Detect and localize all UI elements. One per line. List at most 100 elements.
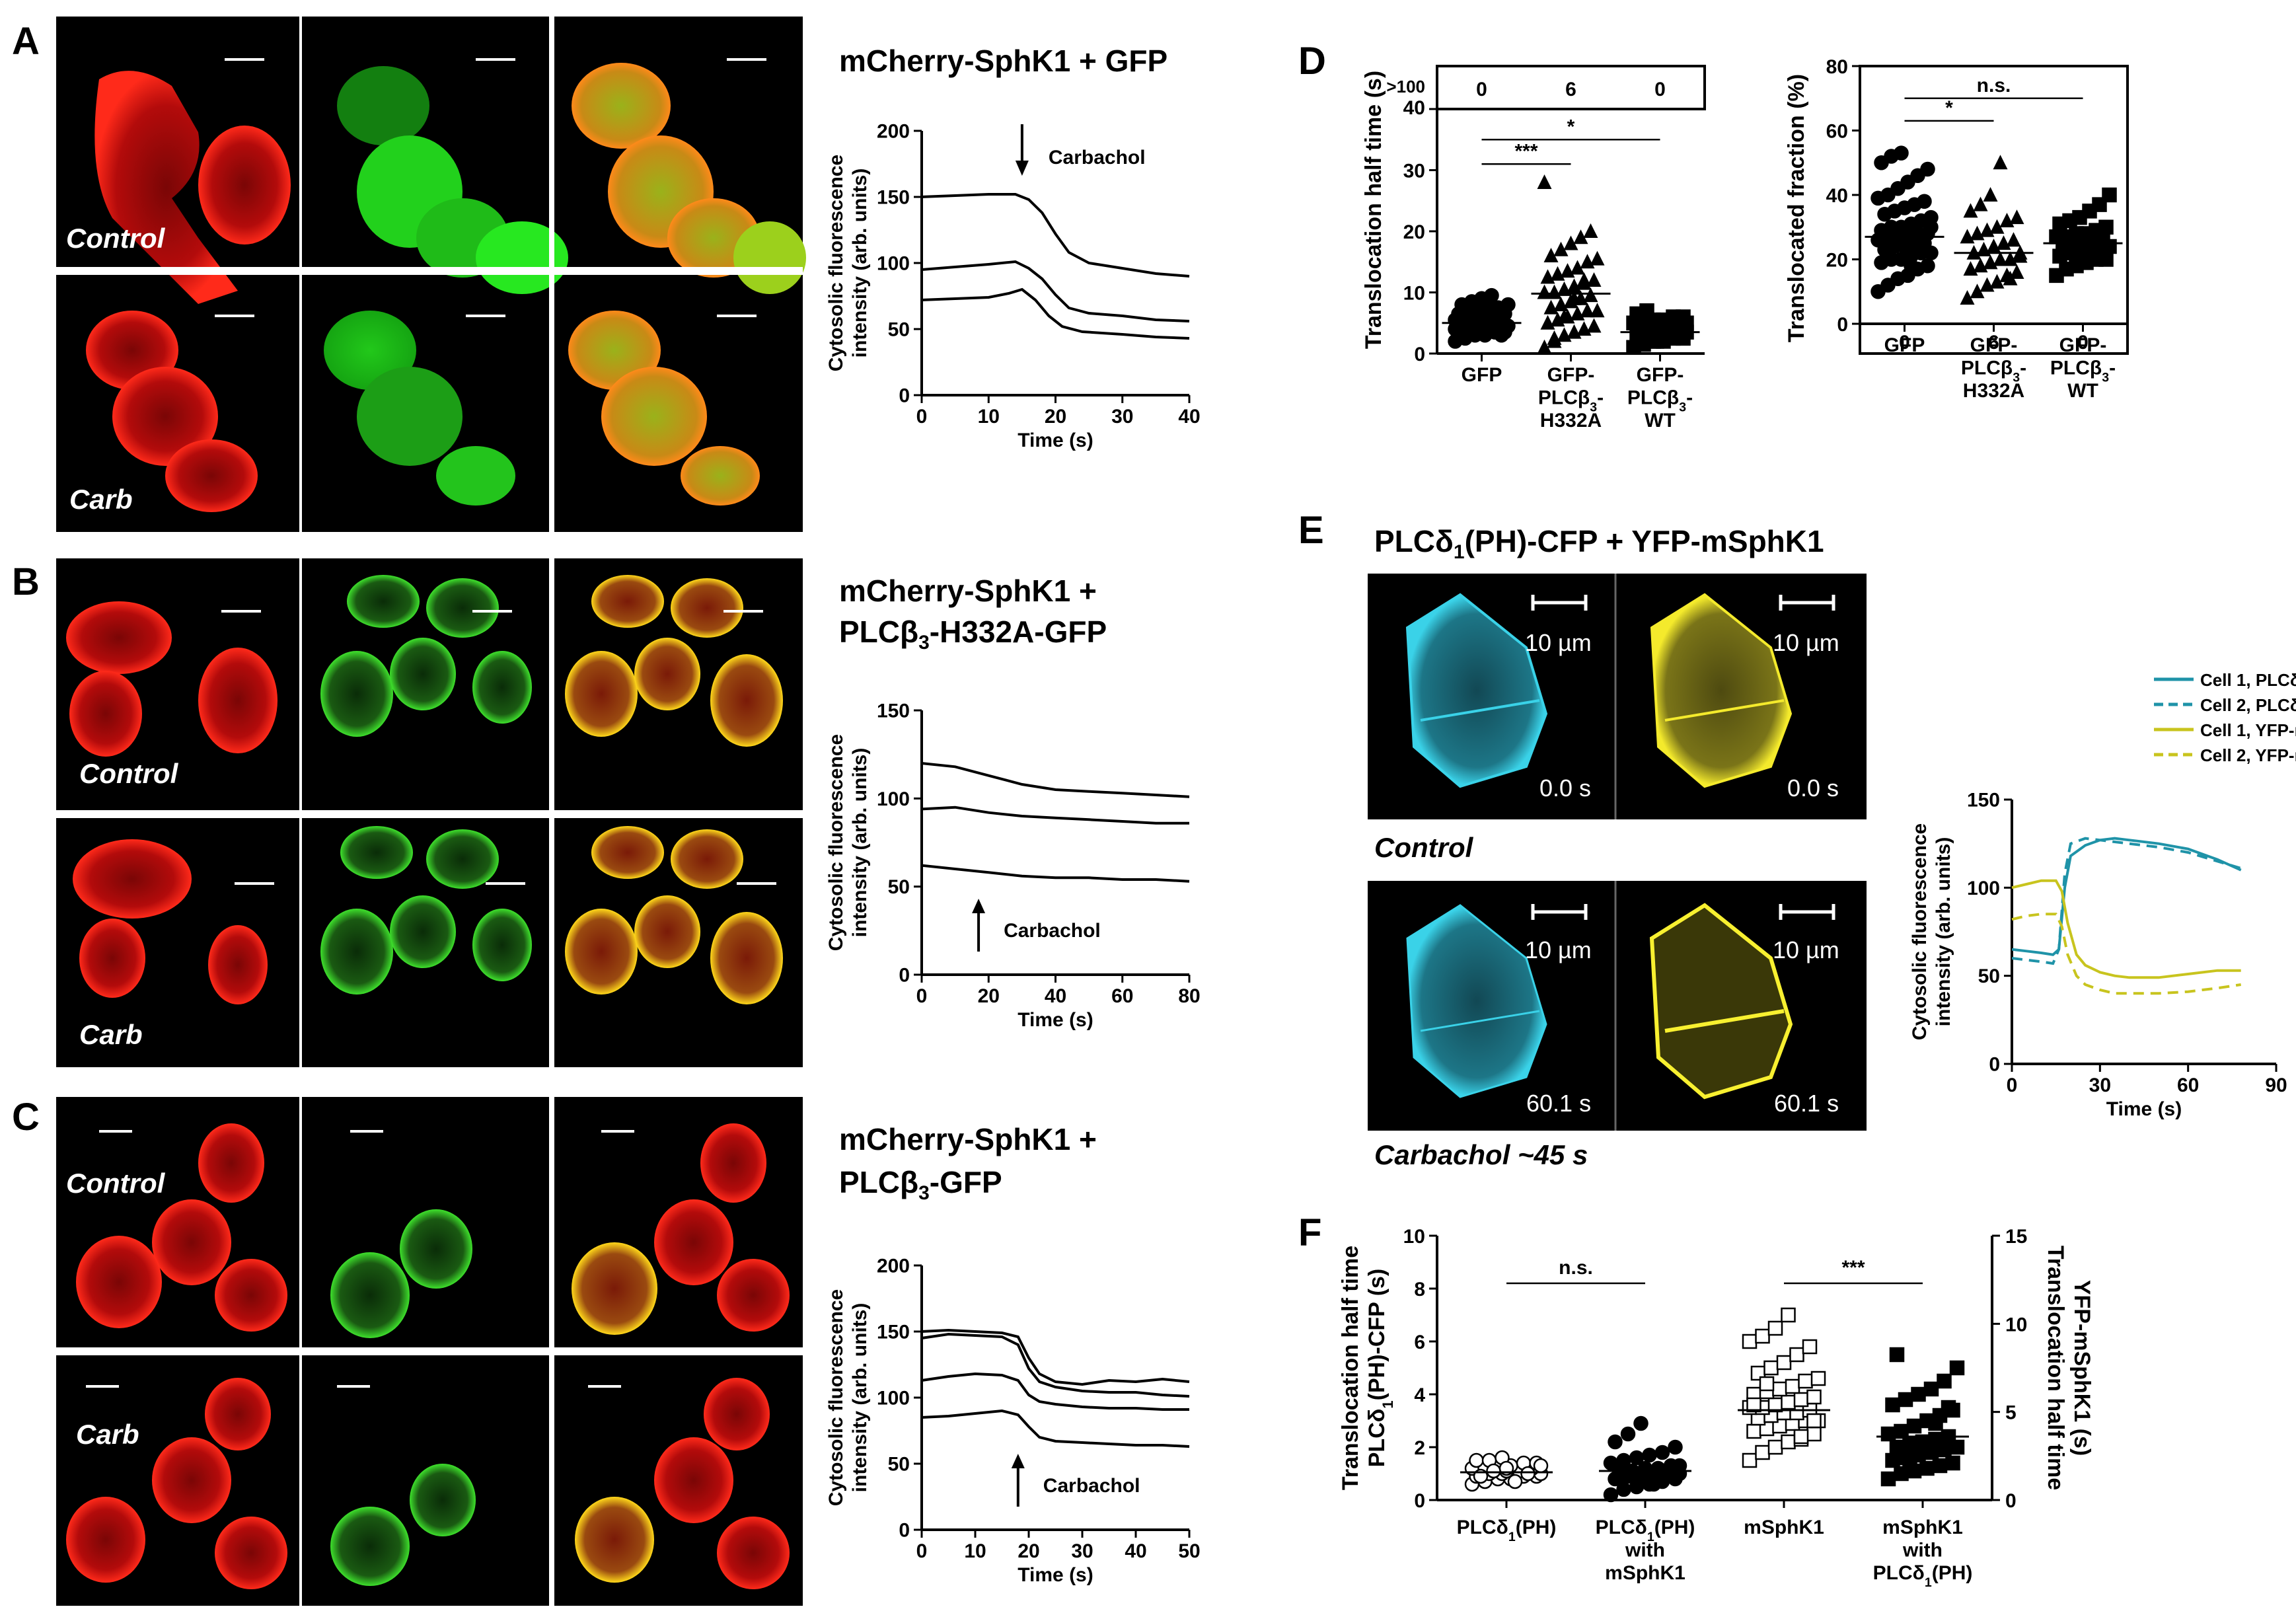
count-label: 6: [1988, 332, 1999, 354]
data-point: [1911, 1386, 1926, 1402]
data-point: [1759, 1376, 1775, 1392]
data-point: [1885, 1452, 1900, 1468]
x-tick-label: 90: [2265, 1074, 2287, 1096]
y-axis-label-right: Translocation half time: [2043, 1246, 2068, 1490]
image-a-carb-green: [324, 311, 515, 506]
legend-label-4: Cell 2, YFP-mSphK1: [2200, 745, 2296, 765]
data-point: [1742, 1334, 1758, 1349]
y-axis-label-left: PLCδ1(PH)-CFP (s): [1364, 1269, 1396, 1468]
series-line-4: [921, 1409, 1190, 1448]
category-label: GFP-: [1547, 364, 1595, 386]
category-label: WT: [2067, 380, 2098, 402]
y-tick-label: 0: [1837, 314, 1848, 336]
y-tick-label: 200: [877, 121, 910, 143]
series-line-3: [921, 287, 1190, 340]
panel-letter-c: C: [12, 1096, 40, 1139]
data-point: [1563, 235, 1578, 250]
data-point: [1494, 328, 1509, 343]
y-tick-label: 50: [888, 876, 910, 898]
data-point: [1746, 1397, 1761, 1413]
y-axis-label: intensity (arb. units): [849, 169, 871, 358]
data-point: [1932, 1458, 1948, 1474]
panel-a-micrographs: Control Carb: [56, 17, 806, 532]
series-line-1: [2011, 837, 2242, 956]
data-point: [1646, 1476, 1662, 1492]
row-label-c-carb: Carb: [76, 1419, 139, 1450]
data-point: [1781, 1307, 1796, 1323]
data-point: [1919, 1460, 1935, 1476]
row-label-b-carb: Carb: [79, 1019, 143, 1050]
chart-d-left: GFP GFP-PLCβ3-H332AGFP-PLCβ3-WT****010203…: [1361, 65, 1706, 432]
series-line-1: [921, 762, 1190, 798]
y-tick-label: 0: [899, 965, 910, 987]
data-point: [1746, 1423, 1761, 1439]
series-line-4: [2011, 913, 2241, 995]
data-point: [1507, 1474, 1523, 1489]
row-label-c-control: Control: [66, 1168, 166, 1199]
data-point: [1633, 1415, 1648, 1431]
data-point: [1679, 315, 1694, 330]
significance-label: ***: [1841, 1257, 1865, 1279]
row-label-a-carb: Carb: [69, 484, 133, 515]
image-e-control-cfp: [1405, 593, 1548, 788]
image-c-control-green: [330, 1209, 472, 1338]
panel-b-title-line1: mCherry-SphK1 +: [839, 574, 1097, 608]
legend-label-1: Cell 1, PLCδ1(PH)-CFP: [2200, 670, 2296, 695]
y-axis-label: Translocation half time (s): [1361, 71, 1386, 349]
panel-e-micrographs: 10 µm 10 µm 10 µm 10 µm 0.0 s 0.0 s 60.1…: [1368, 574, 1867, 1131]
data-point: [1920, 258, 1935, 274]
panel-c-micrographs: Control Carb: [56, 1097, 803, 1606]
category-label: PLCβ3-: [1961, 357, 2026, 385]
y-tick-label: 100: [877, 1388, 910, 1410]
series-line-1: [921, 193, 1190, 278]
image-b-control-merge: [565, 575, 783, 747]
data-point: [1533, 1458, 1549, 1474]
data-point: [2102, 187, 2117, 203]
data-point: [1659, 1466, 1674, 1482]
y-tick-label: 0: [1414, 344, 1425, 365]
image-a-carb-red: [86, 311, 258, 512]
scale-bars-b: [221, 610, 776, 885]
data-point: [1590, 303, 1605, 318]
data-point: [1570, 260, 1585, 275]
category-label: H332A: [1963, 380, 2024, 402]
category-label: mSphK1: [1605, 1562, 1685, 1584]
y-tick-label: 100: [877, 253, 910, 275]
data-point: [1806, 1426, 1822, 1442]
data-point: [1894, 1466, 1909, 1482]
category-label: GFP-: [1637, 364, 1684, 386]
data-point: [1537, 174, 1552, 189]
y-tick-label-left: 10: [1403, 1226, 1425, 1248]
image-c-control-merge: [572, 1123, 790, 1335]
image-e-control-yfp: [1650, 593, 1793, 788]
data-point: [1949, 1360, 1965, 1376]
y-tick-label-left: 4: [1414, 1384, 1425, 1406]
category-label: PLCβ3-: [1538, 387, 1604, 415]
data-point: [1894, 145, 1909, 161]
y-tick-label: 0: [899, 385, 910, 407]
data-point: [1880, 1471, 1896, 1487]
x-tick-label: 0: [2007, 1074, 2018, 1096]
image-c-carb-red: [66, 1378, 287, 1589]
chart-a: 0 50 100 150 200 0 10 20 30 40 Time (s) Cytosolic f…: [825, 121, 1201, 452]
series-line-2: [2011, 837, 2242, 965]
y-tick-label: 20: [1403, 221, 1425, 243]
legend-label-3: Cell 1, YFP-mSphK1: [2200, 720, 2296, 740]
image-c-carb-merge: [575, 1378, 790, 1589]
series-line-3: [921, 1372, 1189, 1411]
data-point: [1742, 1452, 1758, 1468]
y-tick-label: 50: [888, 1454, 910, 1476]
image-a-carb-merge: [568, 311, 760, 506]
data-point: [1484, 287, 1499, 303]
panel-letter-d: D: [1298, 40, 1326, 83]
image-b-carb-merge: [565, 826, 783, 1004]
annotation-label: Carbachol: [1004, 920, 1101, 942]
y-tick-label: 100: [1967, 878, 2000, 899]
data-point: [1583, 223, 1598, 238]
panel-a-title: mCherry-SphK1 + GFP: [839, 44, 1167, 78]
category-label: mSphK1: [1882, 1517, 1963, 1538]
data-point: [1798, 1373, 1813, 1389]
significance-label: *: [1567, 116, 1575, 137]
category-label: PLCβ3-: [2050, 357, 2116, 385]
